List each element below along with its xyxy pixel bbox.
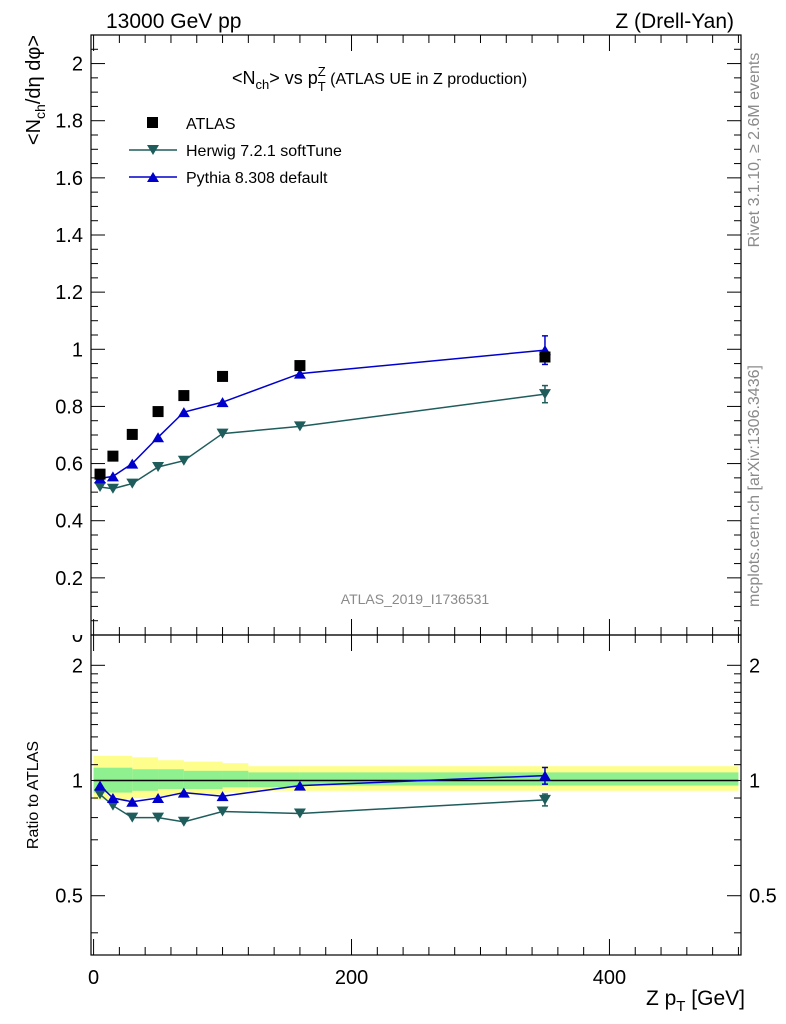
ratio-point-1: [177, 816, 190, 827]
ratio-point-1: [106, 800, 119, 811]
rivet-label: Rivet 3.1.10, ≥ 2.6M events: [746, 53, 763, 248]
point-2: [177, 407, 190, 418]
atlas-point: [94, 468, 106, 480]
atlas-point: [107, 450, 119, 462]
y-tick-label-ratio: 1: [72, 771, 83, 793]
ratio-point-2: [538, 770, 551, 781]
y-axis-label-top: <Nch/dη dφ>: [23, 35, 48, 145]
ratio-point-1: [126, 812, 139, 823]
ratio-point-1: [94, 789, 107, 800]
series-line-2: [99, 349, 546, 480]
chart-title: <Nch> vs pTZ (ATLAS UE in Z production): [232, 64, 527, 94]
ratio-point-2: [293, 780, 306, 791]
y-tick-label-top: 0.4: [55, 511, 83, 533]
legend: ATLAS Herwig 7.2.1 softTune Pythia 8.308…: [129, 116, 342, 187]
green-band: [222, 770, 249, 788]
ratio-point-2: [94, 780, 107, 791]
point-1: [216, 428, 229, 439]
y-tick-label-top: 1.6: [55, 168, 83, 190]
y-tick-label-ratio-right: 0.5: [749, 886, 777, 908]
ratio-point-2: [126, 796, 139, 807]
ratio-point-1: [293, 808, 306, 819]
atlas-point: [152, 406, 164, 418]
analysis-id: ATLAS_2019_I1736531: [341, 591, 490, 607]
atlas-point: [178, 390, 190, 402]
process-label: Z (Drell-Yan): [615, 10, 734, 33]
point-2: [216, 397, 229, 408]
y-tick-label-ratio-right: 2: [749, 655, 760, 677]
point-2: [126, 458, 139, 469]
data-series: [94, 335, 551, 827]
point-2: [106, 471, 119, 482]
series-line-1: [99, 393, 546, 490]
ratio-point-2: [177, 787, 190, 798]
mcplots-label: mcplots.cern.ch [arXiv:1306.3436]: [746, 365, 763, 607]
atlas-point: [294, 360, 306, 372]
ratio-point-2: [152, 793, 165, 804]
ratio-panel-frame: [90, 634, 742, 956]
legend-pythia-label: Pythia 8.308 default: [186, 170, 328, 187]
green-band: [299, 772, 739, 786]
y-tick-label-top: 1: [72, 339, 83, 361]
y-tick-label-top: 0.2: [55, 568, 83, 590]
y-tick-label-top: 0.6: [55, 454, 83, 476]
ratio-point-1: [216, 806, 229, 817]
x-tick-label: 0: [88, 967, 99, 989]
ratio-line-1: [99, 793, 546, 823]
y-tick-label-ratio-right: 1: [749, 771, 760, 793]
ratio-point-2: [106, 793, 119, 804]
energy-label: 13000 GeV pp: [106, 10, 241, 33]
point-1: [94, 482, 107, 492]
ratio-point-1: [538, 794, 551, 805]
x-tick-label: 200: [335, 967, 368, 989]
zero-label-mask: [60, 628, 90, 635]
point-2: [293, 368, 306, 379]
legend-herwig-label: Herwig 7.2.1 softTune: [186, 143, 342, 160]
y-tick-label-top: 2: [72, 54, 83, 76]
ratio-point-1: [152, 812, 165, 823]
legend-herwig-marker: [147, 145, 159, 155]
legend-pythia-marker: [147, 172, 159, 182]
ratio-point-2: [216, 791, 229, 802]
y-tick-label-top: 1.4: [55, 225, 83, 247]
point-1: [177, 455, 190, 466]
y-tick-label-ratio: 2: [72, 655, 83, 677]
point-1: [293, 421, 306, 432]
point-1: [106, 483, 119, 494]
y-tick-label-ratio: 0.5: [55, 886, 83, 908]
y-tick-label-top: 1.2: [55, 282, 83, 304]
atlas-point: [539, 351, 551, 363]
y-tick-label-top: 1.8: [55, 111, 83, 133]
point-1: [152, 462, 165, 472]
y-tick-label-top: 0: [72, 625, 83, 647]
axes: 0 0.2 0.4 0.6 0.8 1 1.2 1.4 1.6 1.8 2 0.5 0.5 1 1 2 2 0 20…: [55, 34, 777, 989]
ratio-uncertainty-bands: [93, 755, 739, 800]
green-band: [158, 769, 184, 790]
point-1: [538, 389, 551, 400]
atlas-point: [217, 370, 229, 382]
point-2: [152, 432, 165, 443]
x-tick-label: 400: [593, 967, 626, 989]
legend-atlas-marker: [147, 117, 158, 128]
y-axis-label-ratio: Ratio to ATLAS: [25, 741, 42, 849]
atlas-point: [126, 428, 138, 440]
point-1: [126, 478, 139, 489]
x-axis-label: Z pT [GeV]: [646, 987, 745, 1015]
legend-atlas-label: ATLAS: [186, 116, 236, 133]
y-tick-label-top: 0.8: [55, 396, 83, 418]
